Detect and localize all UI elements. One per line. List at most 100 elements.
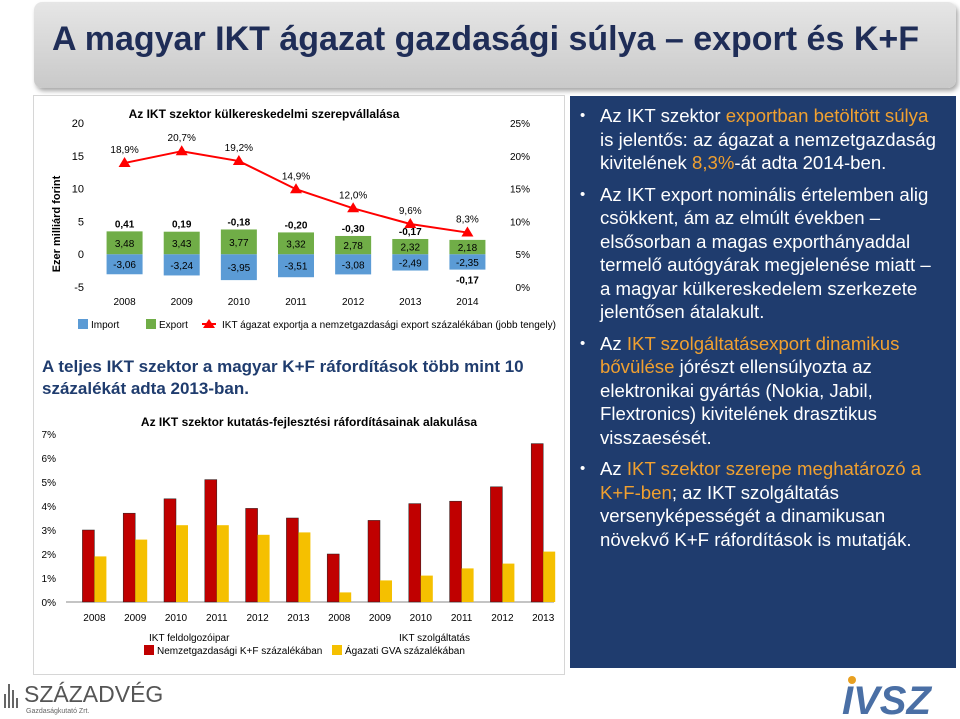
szazadveg-logo-sub: Gazdaságkutató Zrt.: [26, 708, 89, 715]
rd-bar-share-of-gva: [420, 575, 433, 602]
y2-tick-label: 5%: [516, 250, 531, 261]
rd-bar-share-of-national: [449, 500, 462, 603]
import-data-label: -2,49: [399, 258, 422, 269]
y2-tick-label: 10%: [510, 217, 530, 228]
y-tick-label: 0: [78, 249, 84, 261]
rd-x-tick-label: 2009: [124, 613, 147, 624]
mid-heading: A teljes IKT szektor a magyar K+F ráford…: [42, 357, 524, 398]
share-data-label: 19,2%: [225, 143, 253, 154]
export-bar: [163, 231, 200, 255]
x-tick-label: 2013: [399, 297, 422, 308]
balance-data-label: 0,19: [172, 220, 192, 231]
legend-import-swatch: [78, 319, 88, 329]
rd-y-tick-label: 2%: [42, 550, 57, 561]
legend-rd-ikt-label: Nemzetgazdasági K+F százalékában: [157, 646, 322, 657]
rd-chart-title: Az IKT szektor kutatás-fejlesztési ráfor…: [141, 415, 477, 429]
rd-bar-share-of-national: [408, 503, 422, 603]
rd-group-label-2: IKT szolgáltatás: [399, 633, 470, 644]
import-bar: [278, 254, 314, 278]
share-data-label: 9,6%: [399, 206, 422, 217]
legend-rd-ikt-swatch: [144, 645, 154, 655]
export-bar: [106, 231, 143, 255]
bullet-text: is jelentős: az ágazat a nemzetgazdaság …: [600, 128, 936, 174]
rd-x-tick-label: 2012: [491, 613, 514, 624]
szazadveg-logo-text: SZÁZADVÉG: [24, 681, 163, 707]
rd-bar-share-of-national: [367, 520, 381, 603]
bullet-highlight-text: exportban betöltött súlya: [725, 105, 929, 126]
legend-export-swatch: [146, 319, 156, 329]
bullet-dot-icon: •: [580, 107, 586, 124]
import-bar: [163, 254, 200, 276]
bullet-highlight-text: 8,3%: [691, 152, 735, 173]
bullet-text: Az IKT export nominális értelemben alig …: [600, 183, 931, 323]
rd-x-tick-label: 2013: [532, 613, 555, 624]
ivsz-logo-text: IVSZ: [842, 679, 932, 718]
export-data-label: 2,32: [401, 243, 421, 254]
legend-import-label: Import: [91, 320, 120, 331]
rd-bar-share-of-national: [245, 508, 258, 603]
y2-tick-label: 25%: [510, 119, 530, 130]
bullet-item: • Az IKT szolgáltatásexport dinamikus bőv…: [576, 332, 944, 450]
balance-data-label: -0,18: [227, 217, 250, 228]
y-tick-label: 5: [78, 216, 84, 228]
export-data-label: 3,32: [286, 239, 306, 250]
bullet-dot-icon: •: [580, 460, 586, 477]
rd-bar-share-of-national: [204, 479, 218, 603]
share-marker: [461, 226, 474, 237]
legend-rd-gva-swatch: [332, 645, 342, 655]
rd-x-tick-label: 2010: [165, 613, 188, 624]
bullet-highlight-text: IKT szektor szerepe meghatározó a K+F-be…: [600, 458, 922, 503]
rd-chart: Az IKT szektor kutatás-fejlesztési ráfor…: [42, 415, 556, 657]
share-marker: [232, 155, 245, 166]
legend-rd-gva-label: Ágazati GVA százalékában: [345, 644, 465, 657]
rd-x-tick-label: 2010: [410, 613, 433, 624]
x-tick-label: 2012: [342, 297, 365, 308]
rd-bar-share-of-national: [82, 529, 95, 603]
rd-x-tick-label: 2008: [83, 613, 106, 624]
bullet-text: Az: [600, 458, 627, 479]
bullet-highlight-text: IKT szolgáltatásexport dinamikus bővülés…: [600, 332, 900, 378]
x-tick-label: 2009: [171, 297, 194, 308]
share-marker: [290, 183, 302, 194]
import-bar: [449, 254, 486, 270]
bullet-text: Az: [600, 332, 627, 354]
y-tick-label: 10: [72, 184, 84, 196]
share-data-label: 12,0%: [339, 190, 367, 201]
bullet-item: • Az IKT szektor exportban betöltött súly…: [576, 104, 944, 175]
x-tick-label: 2014: [456, 297, 479, 308]
balance-data-label: -0,20: [285, 220, 308, 231]
share-marker: [175, 145, 188, 156]
trade-legend: Import Export IKT ágazat exportja a nemz…: [78, 319, 556, 331]
rd-y-tick-label: 7%: [42, 430, 57, 441]
import-data-label: -3,95: [227, 263, 250, 274]
share-data-label: 14,9%: [282, 171, 310, 182]
rd-bar-share-of-gva: [461, 568, 474, 602]
rd-bar-share-of-gva: [380, 580, 392, 602]
rd-bar-share-of-gva: [298, 532, 311, 602]
bullet-item: • Az IKT szektor szerepe meghatározó a K+…: [576, 457, 944, 551]
bullet-item: • Az IKT export nominális értelemben alig…: [576, 183, 944, 324]
export-data-label: 3,77: [229, 238, 249, 249]
bullet-dot-icon: •: [580, 334, 586, 352]
x-tick-label: 2011: [285, 297, 307, 308]
import-data-label: -2,35: [456, 258, 479, 269]
rd-y-tick-label: 6%: [42, 454, 57, 465]
bullet-text: -át adta 2014-ben.: [734, 152, 887, 173]
y2-tick-label: 20%: [510, 152, 530, 163]
export-data-label: 3,48: [115, 239, 135, 250]
rd-x-tick-label: 2011: [206, 613, 228, 624]
share-data-label: 8,3%: [456, 215, 479, 226]
trade-chart-title: Az IKT szektor külkereskedelmi szerepvál…: [129, 107, 400, 121]
legend-share-label: IKT ágazat exportja a nemzetgazdasági ex…: [222, 320, 556, 331]
import-data-label: -3,51: [285, 262, 308, 273]
balance-data-label: -0,30: [342, 224, 365, 235]
rd-x-tick-label: 2012: [246, 613, 269, 624]
bullet-dot-icon: •: [580, 185, 586, 203]
import-data-label: -3,08: [342, 260, 365, 271]
import-data-label: -3,24: [170, 261, 193, 272]
share-marker: [404, 218, 417, 229]
rd-x-tick-label: 2011: [451, 613, 473, 624]
y2-tick-label: 15%: [510, 185, 530, 196]
ivsz-logo: IVSZ: [842, 676, 932, 718]
bullet-panel: • Az IKT szektor exportban betöltött súly…: [570, 96, 956, 668]
